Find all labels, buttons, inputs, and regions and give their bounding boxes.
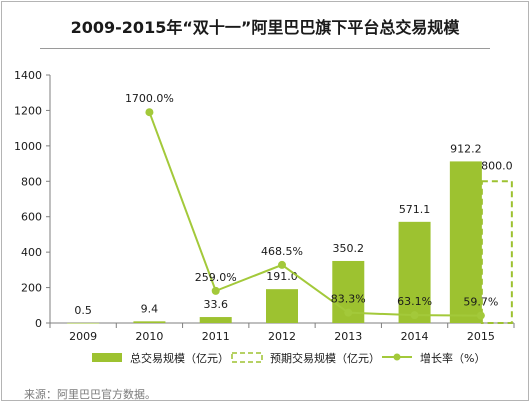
legend-label-total: 总交易规模（亿元） [130, 351, 229, 365]
bar-value-label: 350.2 [333, 242, 365, 255]
x-tick-label: 2013 [334, 330, 362, 343]
growth-rate-label: 468.5% [261, 245, 303, 258]
growth-rate-point [145, 108, 154, 117]
bar-value-label: 912.2 [450, 142, 482, 155]
bar-value-label: 33.6 [203, 298, 228, 311]
legend-label-growth: 增长率（%） [420, 351, 485, 365]
chart-title: 2009-2015年“双十一”阿里巴巴旗下平台总交易规模 [70, 18, 460, 37]
growth-rate-point [278, 260, 286, 269]
growth-rate-point [344, 308, 353, 317]
x-tick-label: 2009 [69, 330, 97, 343]
bar-2015 [449, 161, 482, 323]
y-tick-label: 1200 [14, 104, 42, 117]
bar-2014 [398, 221, 431, 323]
x-tick-label: 2011 [202, 330, 230, 343]
growth-rate-point [476, 311, 485, 320]
x-tick-label: 2010 [135, 330, 163, 343]
y-tick-label: 0 [35, 317, 42, 330]
bar-2010 [133, 321, 166, 323]
bar-2009 [67, 322, 100, 324]
bar-2011 [199, 317, 232, 323]
x-tick-label: 2012 [268, 330, 296, 343]
legend-swatch-growth-point [393, 353, 401, 361]
x-tick-label: 2014 [401, 330, 429, 343]
projected-value-label: 800.0 [481, 159, 513, 172]
y-tick-label: 1000 [14, 140, 42, 153]
source-note: 来源：阿里巴巴官方数据。 [24, 388, 156, 401]
bar-value-label: 9.4 [141, 302, 159, 315]
bar-2012 [266, 289, 298, 323]
y-tick-label: 1400 [14, 69, 42, 82]
projected-bar-2015 [480, 180, 513, 324]
growth-rate-line [148, 111, 481, 317]
growth-rate-label: 259.0% [195, 271, 237, 284]
y-tick-label: 200 [21, 282, 42, 295]
legend-label-projected: 预期交易规模（亿元） [270, 351, 380, 365]
bar-value-label: 571.1 [399, 203, 431, 216]
x-tick-label: 2015 [467, 330, 495, 343]
title-divider [40, 48, 490, 49]
y-tick-label: 800 [21, 175, 42, 188]
legend-swatch-projected [231, 352, 263, 363]
legend-swatch-total [92, 353, 122, 362]
growth-rate-label: 59.7% [463, 296, 498, 309]
growth-rate-label: 83.3% [331, 293, 366, 306]
growth-rate-point [211, 286, 220, 295]
y-tick-label: 400 [21, 246, 42, 259]
growth-rate-label: 63.1% [397, 295, 432, 308]
bar-value-label: 0.5 [74, 304, 92, 317]
growth-rate-label: 1700.0% [125, 92, 174, 105]
growth-rate-point [410, 311, 419, 320]
y-tick-label: 600 [21, 211, 42, 224]
bar-value-label: 191.0 [266, 270, 298, 283]
